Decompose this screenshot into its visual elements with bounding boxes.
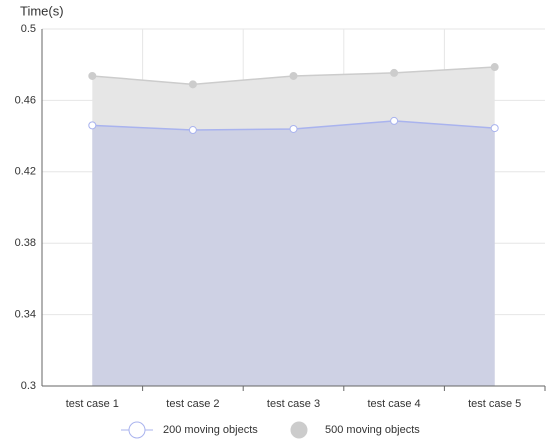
point [289, 71, 298, 80]
y-tick-label: 0.3 [21, 380, 36, 392]
y-tick-label: 0.34 [15, 309, 36, 321]
point [188, 80, 197, 89]
x-tick-label: test case 1 [66, 398, 119, 410]
y-tick-label: 0.42 [15, 166, 36, 178]
point [490, 124, 499, 133]
x-tick-label: test case 2 [166, 398, 219, 410]
y-tick-label: 0.46 [15, 94, 36, 106]
x-tick-label: test case 5 [468, 398, 521, 410]
legend-label: 500 moving objects [325, 424, 420, 436]
legend-marker [290, 421, 308, 439]
point [289, 124, 298, 133]
x-tick-label: test case 3 [267, 398, 320, 410]
x-tick-label: test case 4 [367, 398, 420, 410]
y-tick-label: 0.38 [15, 237, 36, 249]
point [88, 121, 97, 130]
legend-marker [128, 421, 146, 439]
y-axis-title: Time(s) [20, 3, 64, 18]
point [88, 71, 97, 80]
y-tick-label: 0.5 [21, 23, 36, 35]
point [490, 63, 499, 72]
point [390, 116, 399, 125]
legend-label: 200 moving objects [163, 424, 258, 436]
point [188, 126, 197, 135]
area [92, 120, 495, 387]
point [390, 68, 399, 77]
